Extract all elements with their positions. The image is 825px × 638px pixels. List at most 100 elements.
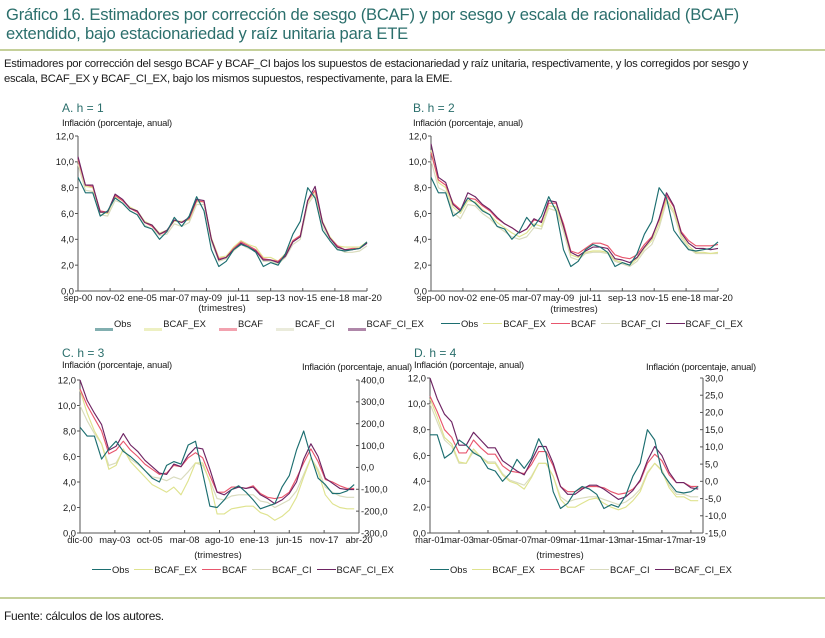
series-line-bcaf-ci: [430, 160, 718, 268]
legend-swatch: [441, 322, 460, 325]
x-tick-label: sep-13: [608, 292, 637, 303]
y2-tick-label: -10,0: [705, 510, 726, 521]
chart-panel-c: 0,0 2,0 4,0 6,0 8,0 10,0 12,0 dic-00 may-03 oct-0…: [58, 374, 388, 545]
legend-item-bcaf-ci-ex: BCAF_CI_EX: [316, 564, 394, 575]
legend-item-bcaf-ci-ex: BCAF_CI_EX: [654, 564, 732, 575]
legend-item-bcaf-ci: BCAF_CI: [600, 318, 661, 329]
legend-swatch: [550, 322, 570, 325]
x-tick-label: mar-19: [676, 534, 706, 545]
legend-swatch: [589, 568, 609, 571]
panel-a-x-axis-label: (trimestres): [198, 302, 246, 313]
x-tick-label: mar-17: [647, 534, 677, 545]
x-tick-label: mar-13: [589, 534, 619, 545]
panel-c-title: C. h = 3: [62, 346, 105, 360]
legend-item-bcaf-ex: BCAF_EX: [483, 318, 546, 329]
y-tick-label: 10,0: [409, 156, 427, 167]
x-tick-label: oct-05: [137, 534, 163, 545]
y-tick-label: 4,0: [61, 234, 74, 245]
legend-swatch: [539, 568, 559, 571]
legend-swatch: [92, 568, 111, 571]
panel-a-title: A. h = 1: [62, 101, 104, 115]
legend-swatch: [144, 328, 163, 331]
panel-d-title: D. h = 4: [414, 346, 457, 360]
y2-tick-label: -15,0: [705, 527, 726, 538]
y2-tick-label: 0,0: [705, 476, 718, 487]
y-tick-label: 6,0: [61, 208, 74, 219]
x-tick-label: sep-00: [417, 292, 446, 303]
legend-label: BCAF_EX: [154, 564, 197, 575]
y-tick-label: 6,0: [414, 208, 427, 219]
y2-tick-label: -200,0: [361, 505, 388, 516]
legend-item-bcaf: BCAF: [550, 318, 596, 329]
legend-swatch: [472, 568, 492, 571]
x-tick-label: nov-15: [288, 292, 317, 303]
legend-label: BCAF_EX: [503, 318, 546, 329]
y2-tick-label: 15,0: [705, 424, 723, 435]
legend-label: BCAF: [221, 564, 247, 575]
top-divider: [0, 49, 825, 51]
legend-label: BCAF_CI_EX: [366, 318, 424, 329]
legend-item-obs: Obs: [92, 564, 129, 575]
x-tick-label: mar-11: [560, 534, 589, 545]
y-tick-label: 12,0: [409, 130, 427, 141]
series-line-bcaf-ex: [429, 398, 699, 511]
series-line-obs: [77, 177, 368, 268]
x-tick-label: ago-10: [205, 534, 234, 545]
y-tick-label: 12,0: [56, 130, 74, 141]
bottom-divider: [0, 597, 825, 599]
legend-label: BCAF_CI: [294, 318, 335, 329]
y-tick-label: 0,0: [413, 527, 426, 538]
legend-label: BCAF_EX: [492, 564, 535, 575]
y2-tick-label: 400,0: [361, 374, 384, 385]
y2-tick-label: 200,0: [361, 418, 384, 429]
panel-c-legend: Obs BCAF_EX BCAF BCAF_CI BCAF_CI_EX: [92, 564, 399, 575]
legend-label: Obs: [450, 564, 468, 575]
y-tick-label: 2,0: [61, 259, 74, 270]
legend-swatch: [316, 568, 336, 571]
legend-swatch: [600, 322, 620, 325]
y-tick-label: 2,0: [63, 502, 76, 513]
series-line-bcaf: [430, 152, 719, 260]
legend-swatch: [201, 568, 221, 571]
x-tick-label: dic-00: [67, 534, 93, 545]
legend-swatch: [347, 328, 366, 331]
y-tick-label: 8,0: [414, 182, 427, 193]
panel-c-y2-axis-label: Inflación (porcentaje, anual): [302, 361, 412, 372]
x-tick-label: mar-20: [352, 292, 382, 303]
y-tick-label: 8,0: [413, 424, 426, 435]
legend-item-obs: Obs: [441, 318, 478, 329]
subtitle-line-1: Estimadores por corrección del sesgo BCA…: [4, 58, 749, 70]
y2-tick-label: 100,0: [361, 440, 384, 451]
legend-swatch: [665, 322, 685, 325]
y-tick-label: 0,0: [414, 285, 427, 296]
source-note: Fuente: cálculos de los autores.: [4, 609, 164, 623]
y2-tick-label: -5,0: [705, 493, 721, 504]
figure-title: Gráfico 16. Estimadores por corrección d…: [6, 5, 739, 43]
legend-label: BCAF: [237, 318, 263, 329]
x-tick-label: ene-05: [128, 292, 157, 303]
x-tick-label: mar-07: [159, 292, 189, 303]
series-line-bcaf-ci-ex: [430, 143, 719, 264]
legend-item-bcaf-ex: BCAF_EX: [134, 564, 197, 575]
legend-swatch: [134, 568, 154, 571]
y2-tick-label: 25,0: [705, 390, 723, 401]
legend-item-bcaf-ci: BCAF_CI: [589, 564, 650, 575]
legend-label: BCAF_CI: [609, 564, 650, 575]
y2-tick-label: 300,0: [361, 396, 384, 407]
legend-swatch: [483, 322, 503, 325]
y-tick-label: 2,0: [414, 259, 427, 270]
x-tick-label: mar-15: [618, 534, 648, 545]
x-tick-label: mar-08: [170, 534, 200, 545]
y-tick-label: 4,0: [414, 234, 427, 245]
panel-a-legend: Obs BCAF_EX BCAF BCAF_CI BCAF_CI_EX: [95, 318, 437, 331]
legend-swatch: [275, 328, 294, 331]
legend-item-bcaf: BCAF: [201, 564, 247, 575]
y-tick-label: 12,0: [58, 374, 76, 385]
legend-swatch: [654, 568, 674, 571]
x-tick-label: jun-15: [275, 534, 302, 545]
legend-label: BCAF_CI: [271, 564, 312, 575]
legend-item-bcaf: BCAF: [218, 318, 263, 331]
y-tick-label: 10,0: [56, 156, 74, 167]
panel-b-y-axis-label: Inflación (porcentaje, anual): [413, 117, 523, 128]
series-line-bcaf-ci-ex: [79, 379, 355, 505]
